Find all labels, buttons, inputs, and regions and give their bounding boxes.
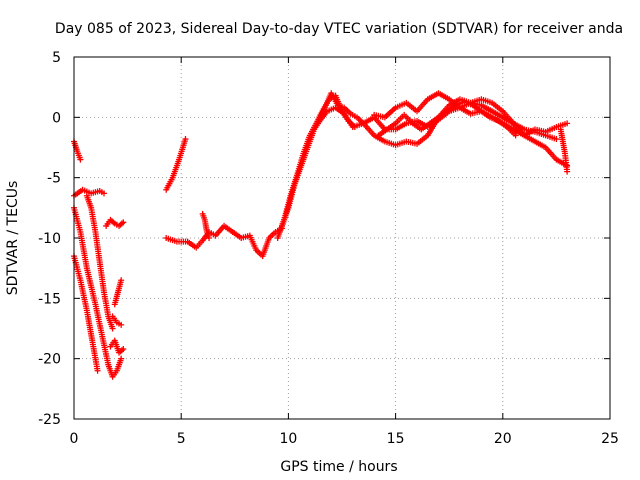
data-point [120, 219, 127, 226]
data-point [118, 321, 125, 328]
data-point [553, 136, 560, 143]
y-tick-label: 0 [52, 110, 61, 126]
data-point [118, 355, 125, 362]
y-tick-label: -15 [38, 291, 61, 307]
series-seg-d [71, 253, 101, 374]
series-seg-b [71, 186, 108, 199]
series-seg-e [83, 192, 116, 332]
series-seg-c [71, 204, 125, 380]
y-tick-labels: 5 0 -5 -10 -15 -20 -25 [38, 50, 61, 428]
data-point [118, 277, 125, 284]
series-seg-g [109, 313, 125, 328]
data-point [94, 367, 101, 374]
data-point [101, 190, 108, 197]
x-tick-labels: 0 5 10 15 20 25 [70, 431, 619, 447]
x-tick-label: 0 [70, 431, 79, 447]
y-axis-label: SDTVAR / TECUs [5, 181, 21, 296]
series-seg-f [103, 216, 127, 229]
series-seg-l [199, 210, 213, 241]
series-seg-s [557, 126, 571, 175]
series-seg-a [71, 138, 84, 163]
data-point [120, 346, 127, 353]
series-seg-r [375, 98, 519, 139]
x-tick-label: 20 [494, 431, 512, 447]
y-tick-label: -20 [38, 352, 61, 368]
data-point [206, 235, 213, 241]
series-seg-h [107, 337, 127, 356]
x-tick-label: 10 [279, 431, 297, 447]
tick-marks [73, 56, 611, 420]
x-tick-label: 15 [387, 431, 405, 447]
series-seg-k [163, 222, 285, 260]
data-point [564, 168, 571, 175]
series-seg-i [111, 277, 125, 308]
data-point [109, 325, 116, 332]
series-seg-p [360, 96, 571, 169]
x-axis-label: GPS time / hours [280, 459, 397, 475]
x-tick-label: 5 [177, 431, 186, 447]
series-seg-j [163, 136, 189, 193]
data-point [564, 120, 571, 127]
data-points [71, 90, 571, 380]
y-tick-label: -25 [38, 412, 61, 428]
data-point [77, 156, 84, 163]
y-tick-label: -10 [38, 231, 61, 247]
y-tick-label: 5 [52, 50, 61, 66]
x-tick-label: 25 [601, 431, 619, 447]
data-point [182, 136, 189, 143]
data-point [512, 132, 519, 139]
chart-title: Day 085 of 2023, Sidereal Day-to-day VTE… [55, 21, 623, 37]
y-tick-label: -5 [47, 171, 61, 187]
